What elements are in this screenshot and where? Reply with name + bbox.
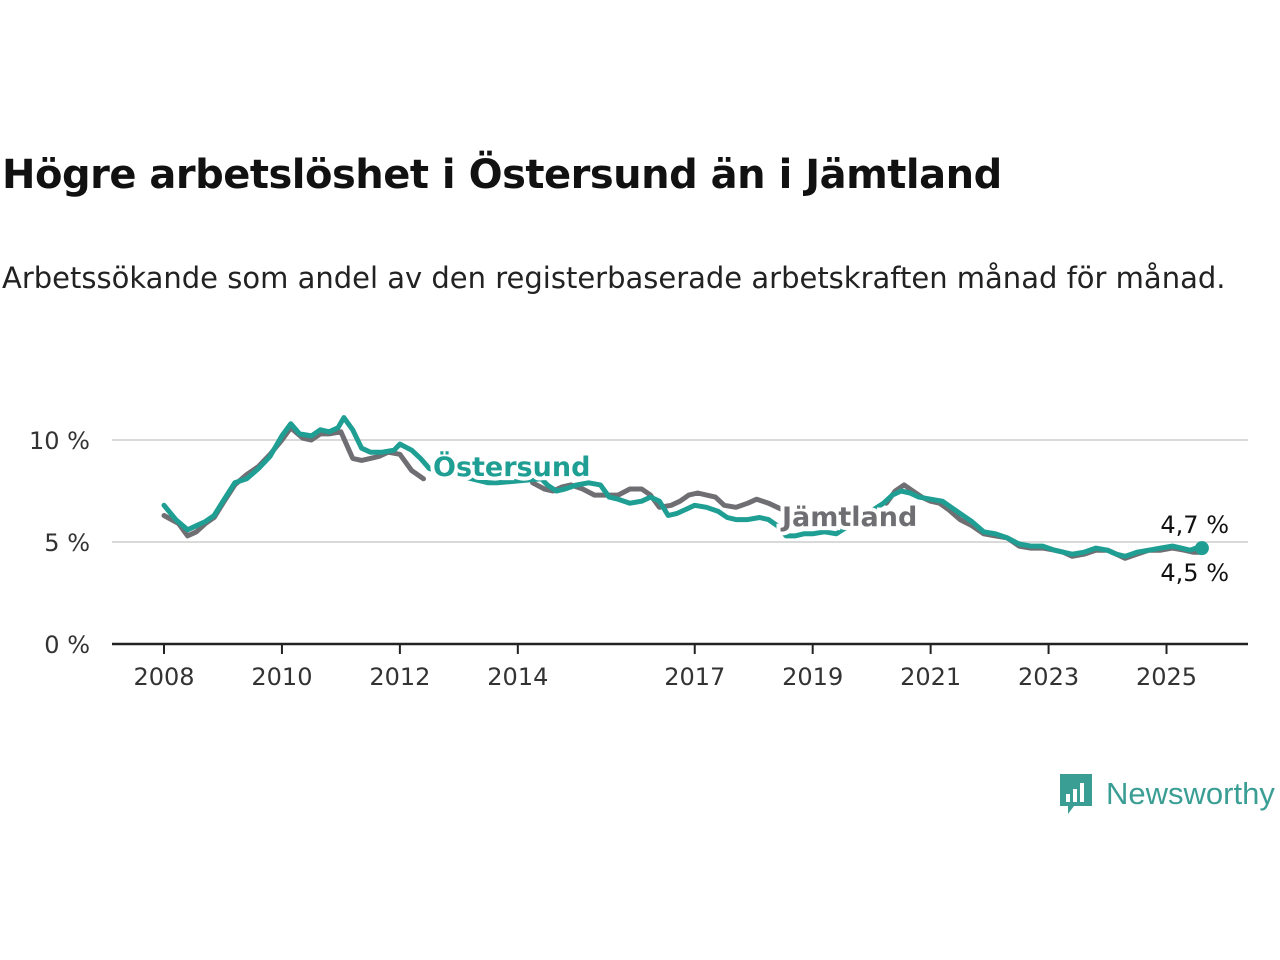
x-tick-label: 2014 — [487, 663, 548, 691]
y-axis-ticks: 0 % 5 % 10 % — [29, 427, 90, 659]
y-tick-label: 5 % — [44, 529, 90, 557]
series-labels: Östersund Jämtland 4,7 % 4,5 % — [429, 446, 1229, 587]
series-line-östersund — [161, 415, 1205, 559]
line-chart: 0 %5 %10 % 2008 2010 2012 2014 2017 2019 2021 2… — [29, 415, 1248, 691]
logo-text: Newsworthy — [1106, 776, 1275, 811]
x-axis: 2008 2010 2012 2014 2017 2019 2021 2023 2025 — [112, 642, 1248, 691]
x-tick-label: 2019 — [782, 663, 843, 691]
grid-lines — [112, 439, 1248, 543]
end-label-jamtland: 4,5 % — [1160, 559, 1229, 587]
y-tick-label: 10 % — [29, 427, 90, 455]
x-tick-label: 2021 — [900, 663, 961, 691]
x-tick-label: 2008 — [133, 663, 194, 691]
x-tick-label: 2010 — [251, 663, 312, 691]
newsworthy-chart-icon — [1060, 774, 1092, 814]
chart-title: Högre arbetslöshet i Östersund än i Jämt… — [2, 152, 1002, 198]
newsworthy-logo: Newsworthy — [1058, 772, 1275, 816]
series-label-jamtland: Jämtland — [780, 502, 917, 533]
series-label-ostersund: Östersund — [433, 450, 590, 483]
x-tick-label: 2023 — [1018, 663, 1079, 691]
x-tick-label: 2012 — [369, 663, 430, 691]
chart-subtitle: Arbetssökande som andel av den registerb… — [2, 261, 1226, 295]
x-tick-label: 2017 — [664, 663, 725, 691]
end-label-ostersund: 4,7 % — [1160, 511, 1229, 539]
series-line-jämtland — [161, 425, 1205, 561]
x-tick-label: 2025 — [1136, 663, 1197, 691]
y-tick-label: 0 % — [44, 631, 90, 659]
end-point-marker — [1194, 541, 1209, 556]
series-lines — [161, 415, 1209, 561]
